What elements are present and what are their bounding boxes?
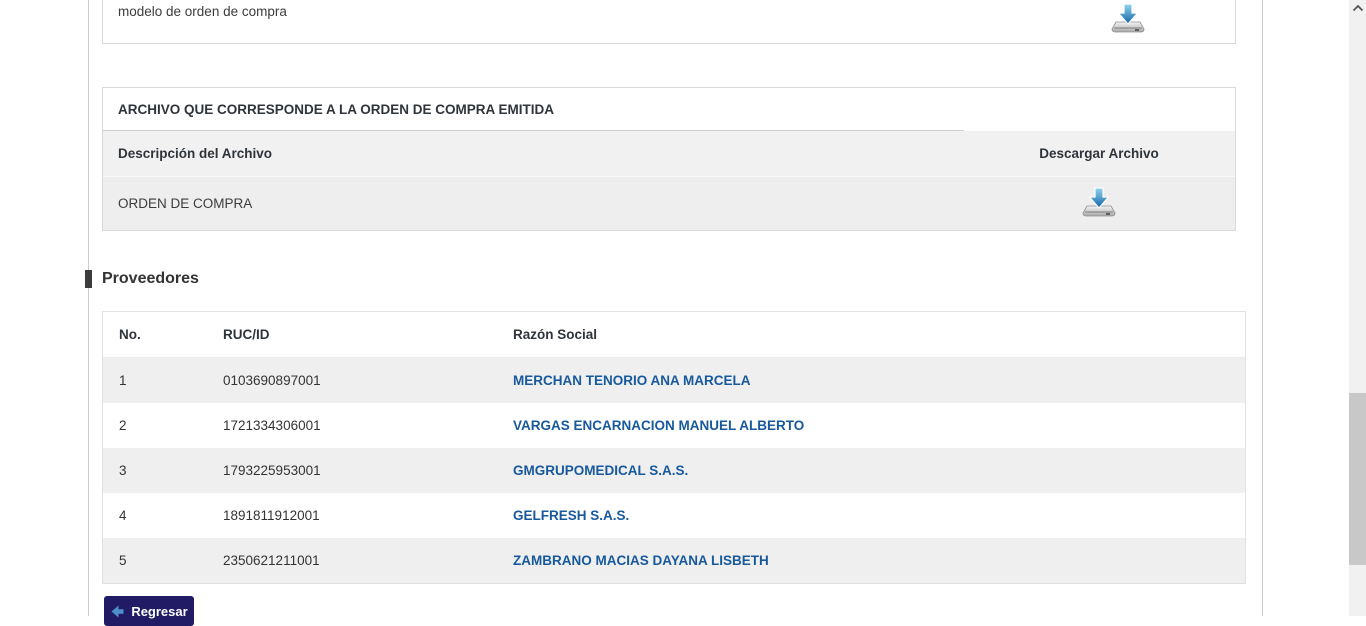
table-row: 2 1721334306001 VARGAS ENCARNACION MANUE… (103, 403, 1245, 448)
cell-ruc: 1721334306001 (223, 418, 321, 433)
cell-ruc: 1793225953001 (223, 463, 321, 478)
razon-social-link[interactable]: GMGRUPOMEDICAL S.A.S. (513, 463, 689, 478)
proveedores-heading: Proveedores (85, 270, 199, 288)
chevron-up-icon[interactable] (1349, 0, 1366, 16)
proveedores-table-header: No. RUC/ID Razón Social (103, 312, 1245, 358)
razon-social-link[interactable]: ZAMBRANO MACIAS DAYANA LISBETH (513, 553, 769, 568)
archivo-descripcion-cell: ORDEN DE COMPRA (118, 196, 253, 211)
archivo-table-header: Descripción del Archivo Descargar Archiv… (103, 131, 1235, 177)
column-header-descripcion: Descripción del Archivo (118, 146, 273, 161)
cell-no: 1 (119, 373, 127, 388)
archivo-section-title: ARCHIVO QUE CORRESPONDE A LA ORDEN DE CO… (118, 102, 555, 117)
razon-social-link[interactable]: VARGAS ENCARNACION MANUEL ALBERTO (513, 418, 805, 433)
table-row: 3 1793225953001 GMGRUPOMEDICAL S.A.S. (103, 448, 1245, 493)
column-header-no: No. (119, 327, 141, 342)
cell-ruc: 1891811912001 (223, 508, 320, 523)
scrollbar[interactable] (1349, 0, 1366, 616)
table-row: 4 1891811912001 GELFRESH S.A.S. (103, 493, 1245, 538)
proveedores-title: Proveedores (102, 270, 199, 287)
section-marker (85, 270, 92, 288)
archivo-title-row: ARCHIVO QUE CORRESPONDE A LA ORDEN DE CO… (103, 88, 1235, 131)
archivo-table-row: ORDEN DE COMPRA (103, 177, 1235, 230)
razon-social-link[interactable]: MERCHAN TENORIO ANA MARCELA (513, 373, 751, 388)
cell-no: 2 (119, 418, 127, 433)
scrollbar-thumb[interactable] (1349, 393, 1366, 565)
modelo-orden-compra-label: modelo de orden de compra (118, 4, 287, 19)
table-row: 1 0103690897001 MERCHAN TENORIO ANA MARC… (103, 358, 1245, 403)
cell-ruc: 0103690897001 (223, 373, 321, 388)
download-icon[interactable] (1111, 2, 1145, 39)
table-row: 5 2350621211001 ZAMBRANO MACIAS DAYANA L… (103, 538, 1245, 583)
title-underline (103, 130, 964, 131)
archivo-orden-compra-panel: ARCHIVO QUE CORRESPONDE A LA ORDEN DE CO… (102, 87, 1236, 231)
razon-social-link[interactable]: GELFRESH S.A.S. (513, 508, 630, 523)
regresar-label: Regresar (131, 603, 188, 619)
regresar-button[interactable]: Regresar (104, 596, 194, 626)
cell-no: 4 (119, 508, 127, 523)
modelo-orden-compra-box: modelo de orden de compra (102, 0, 1236, 44)
cell-no: 5 (119, 553, 127, 568)
column-header-razon: Razón Social (513, 327, 598, 342)
cell-no: 3 (119, 463, 127, 478)
panel-right-border (1262, 0, 1263, 616)
column-header-descargar: Descargar Archivo (1039, 146, 1159, 161)
panel-left-border (88, 0, 89, 616)
proveedores-table: No. RUC/ID Razón Social 1 0103690897001 … (102, 311, 1246, 584)
back-arrow-icon (110, 605, 124, 618)
cell-ruc: 2350621211001 (223, 553, 320, 568)
column-header-ruc: RUC/ID (223, 327, 270, 342)
download-icon[interactable] (1082, 186, 1116, 221)
